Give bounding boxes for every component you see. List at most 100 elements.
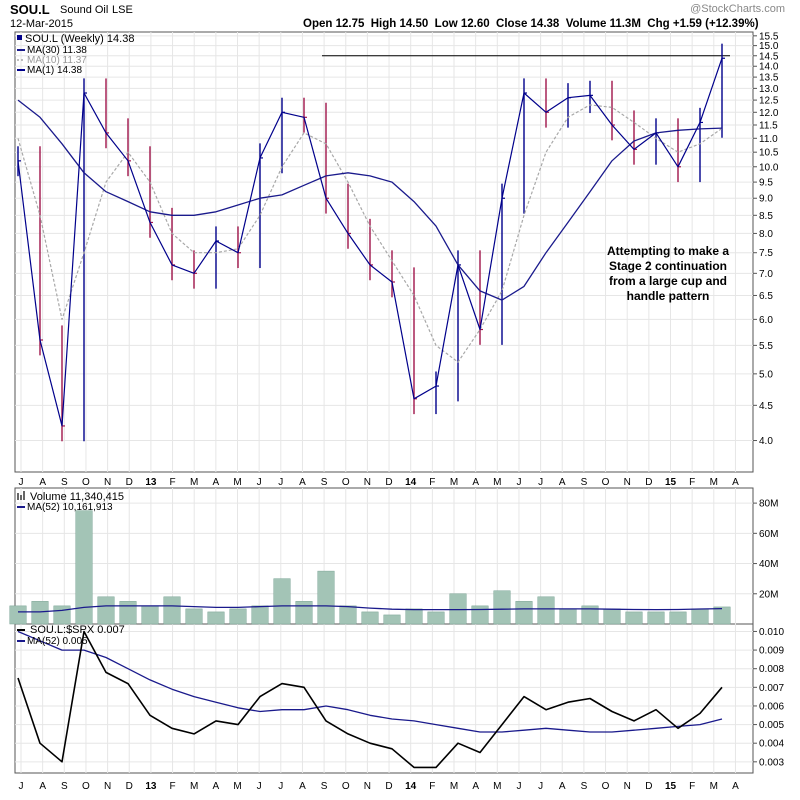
axis-layer: J J A A S S O O N N D D 13 13 F F M M A A M M J J J J A A S S O O N N D D 14…	[19, 31, 785, 792]
volume-bar	[251, 605, 269, 625]
x-tick-label: S	[321, 781, 328, 792]
chart-date: 12-Mar-2015	[10, 18, 73, 30]
price-tick-label: 6.5	[759, 291, 773, 302]
price-tick-label: 8.5	[759, 211, 773, 222]
x-tick-label: S	[581, 781, 588, 792]
x-tick-label: F	[429, 781, 435, 792]
volume-bar	[119, 601, 137, 625]
price-tick-label: 5.5	[759, 341, 773, 352]
ratio-tick-label: 0.010	[759, 627, 784, 638]
x-tick-label: 15	[665, 781, 677, 792]
price-tick-label: 13.0	[759, 84, 779, 95]
volume-bar	[273, 578, 291, 625]
volume-bar	[669, 611, 687, 625]
watermark: @StockCharts.com	[690, 3, 785, 15]
volume-bar	[53, 605, 71, 625]
x-tick-label: A	[732, 477, 739, 488]
volume-bar	[515, 601, 533, 625]
x-tick-label: F	[169, 477, 175, 488]
volume-bar	[493, 590, 511, 625]
quote-line: Open 12.75 High 14.50 Low 12.60 Close 14…	[303, 18, 759, 30]
ratio-tick-label: 0.009	[759, 646, 784, 657]
volume-bar	[713, 606, 731, 625]
x-tick-label: J	[19, 477, 24, 488]
price-tick-label: 14.5	[759, 51, 779, 62]
price-tick-label: 7.0	[759, 269, 773, 280]
volume-tick-label: 80M	[759, 499, 778, 510]
ratio-line	[17, 630, 723, 769]
x-tick-label: O	[602, 781, 610, 792]
x-tick-label: M	[450, 781, 458, 792]
ratio-tick-label: 0.008	[759, 664, 784, 675]
x-tick-label: J	[19, 781, 24, 792]
x-tick-label: 13	[145, 781, 157, 792]
x-tick-label: S	[581, 477, 588, 488]
volume-bar	[603, 608, 621, 625]
x-tick-label: M	[710, 781, 718, 792]
ratio-legend-ma: MA(52) 0.005	[27, 636, 88, 647]
volume-legend-ma: MA(52) 10,161,913	[27, 502, 113, 513]
x-tick-label: 14	[405, 477, 417, 488]
volume-bar	[691, 608, 709, 625]
annotation-line-4: handle pattern	[627, 289, 710, 303]
x-tick-label: J	[278, 781, 283, 792]
ratio-panel	[14, 623, 754, 774]
x-tick-label: M	[450, 477, 458, 488]
ratio-legend-title: SOU.L:$SPX 0.007	[30, 624, 125, 636]
volume-bar	[75, 510, 93, 625]
volume-bar	[625, 611, 643, 625]
volume-layer	[9, 510, 731, 625]
volume-panel	[14, 487, 754, 625]
price-tick-label: 11.0	[759, 134, 778, 145]
volume-bar	[405, 608, 423, 625]
annotation-line-2: Stage 2 continuation	[609, 259, 727, 273]
company-name: Sound Oil	[60, 4, 108, 16]
price-tick-label: 13.5	[759, 73, 779, 84]
price-tick-label: 15.0	[759, 41, 779, 52]
volume-bar	[229, 608, 247, 625]
ratio-layer	[17, 630, 723, 769]
x-tick-label: J	[538, 781, 543, 792]
legend-ma30: MA(30) 11.38	[27, 45, 87, 56]
price-tick-label: 10.0	[759, 162, 779, 173]
price-tick-label: 12.0	[759, 108, 779, 119]
ratio-tick-label: 0.003	[759, 757, 784, 768]
volume-bar	[581, 605, 599, 625]
price-close-line	[17, 58, 723, 427]
volume-legend-title: Volume 11,340,415	[30, 491, 124, 503]
x-tick-label: 14	[405, 781, 417, 792]
volume-bar	[141, 605, 159, 625]
x-tick-label: M	[493, 781, 501, 792]
price-tick-label: 6.0	[759, 315, 773, 326]
x-tick-label: F	[429, 477, 435, 488]
price-tick-label: 10.5	[759, 148, 779, 159]
volume-bar	[537, 596, 555, 625]
annotation-line-3: from a large cup and	[609, 274, 727, 288]
x-tick-label: O	[602, 477, 610, 488]
ratio-tick-label: 0.007	[759, 683, 784, 694]
x-tick-label: N	[624, 781, 631, 792]
x-tick-label: D	[126, 781, 133, 792]
x-tick-label: F	[689, 781, 695, 792]
legend-ma1: MA(1) 14.38	[27, 65, 82, 76]
x-tick-label: N	[104, 781, 111, 792]
volume-bar	[559, 608, 577, 625]
x-tick-label: F	[169, 781, 175, 792]
ratio-tick-label: 0.005	[759, 720, 784, 731]
x-tick-label: M	[190, 781, 198, 792]
price-layer	[17, 43, 730, 442]
x-tick-label: N	[364, 477, 371, 488]
exchange-label: LSE	[112, 4, 133, 16]
price-tick-label: 9.0	[759, 194, 773, 205]
x-tick-label: O	[82, 477, 90, 488]
legend-ma10: MA(10) 11.37	[27, 55, 87, 66]
price-tick-label: 15.5	[759, 31, 779, 42]
x-tick-label: M	[710, 477, 718, 488]
price-tick-label: 11.5	[759, 121, 778, 132]
volume-bar	[163, 596, 181, 625]
x-tick-label: A	[472, 477, 479, 488]
x-tick-label: S	[61, 477, 68, 488]
x-tick-label: J	[257, 477, 262, 488]
volume-tick-label: 40M	[759, 559, 778, 570]
x-tick-label: N	[364, 781, 371, 792]
